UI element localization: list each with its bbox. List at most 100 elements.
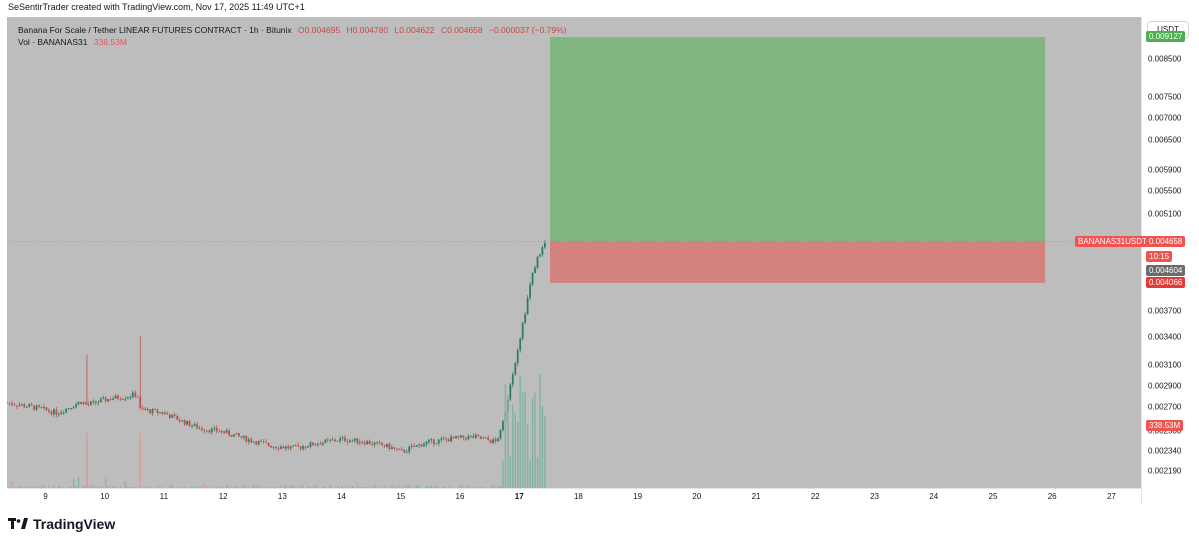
time-tick-label: 26 [1047, 492, 1057, 501]
volume-bar [243, 485, 245, 488]
volume-bar [245, 485, 248, 488]
volume-bar [344, 486, 346, 488]
volume-bar [447, 485, 450, 488]
ohlc-close: C0.004658 [441, 25, 483, 35]
volume-bar [171, 485, 174, 488]
volume-bar [349, 487, 351, 488]
volume-bar [401, 486, 403, 488]
time-tick-label: 18 [573, 492, 583, 501]
candle-body [477, 435, 480, 437]
candle-body [159, 412, 161, 413]
volume-bar [45, 487, 48, 488]
volume-bar [129, 486, 132, 488]
candle-body [386, 443, 388, 447]
candle-body [193, 424, 196, 426]
ohlc-low: L0.004622 [394, 25, 435, 35]
candle-body [410, 445, 413, 447]
candle-body [45, 407, 48, 411]
candle-body [92, 400, 95, 402]
candle-body [469, 435, 472, 437]
price-tick-label: 0.008500 [1148, 54, 1182, 64]
candle-body [218, 431, 221, 433]
volume-bar [512, 404, 514, 488]
volume-bar [383, 485, 386, 488]
volume-bar [435, 485, 438, 488]
volume-bar [502, 460, 504, 488]
candle-body [119, 398, 122, 400]
ohlc-high: H0.004780 [346, 25, 389, 35]
chart-plot-area[interactable]: Banana For Scale / Tether LINEAR FUTURES… [7, 17, 1141, 488]
candle-body [52, 409, 55, 415]
candle-body [351, 440, 354, 442]
volume-bar [137, 486, 139, 488]
volume-bar [235, 486, 238, 488]
volume-bar [544, 415, 546, 488]
volume-bar [275, 486, 277, 488]
candle-body [198, 428, 201, 430]
candle-body [534, 267, 536, 274]
volume-bar [314, 485, 317, 488]
volume-bar [494, 485, 497, 488]
volume-bar [267, 487, 270, 488]
volume-bar [176, 486, 178, 488]
candle-body [368, 441, 371, 445]
candle-body [176, 415, 179, 421]
volume-bar [292, 485, 294, 488]
volume-bar [18, 486, 21, 488]
tradingview-logo-icon [8, 518, 28, 529]
volume-bar [198, 486, 201, 488]
candle-body [85, 402, 87, 405]
candle-body [235, 433, 238, 435]
volume-bar [228, 485, 230, 488]
candle-body [289, 446, 292, 449]
volume-bar [220, 486, 223, 488]
volume-bar [142, 486, 144, 488]
candle-body [196, 424, 198, 429]
volume-bar [191, 486, 193, 488]
volume-bar [206, 487, 208, 488]
volume-bar [218, 486, 220, 488]
candle-body [455, 436, 457, 439]
volume-bar [134, 487, 137, 488]
candle-body [238, 433, 240, 437]
candle-body [161, 412, 164, 414]
volume-bar [58, 485, 60, 488]
time-axis[interactable]: 9 10 11 12 13 14 15 16 17 18 19 20 21 22 23 24 25 26 27 [7, 488, 1141, 506]
candle-body [462, 435, 465, 438]
candle-body [363, 442, 366, 445]
candle-body [104, 397, 107, 402]
candle-body [482, 438, 485, 439]
volume-bar [504, 384, 507, 488]
volume-bar [30, 486, 33, 488]
price-tick-label: 0.005500 [1148, 186, 1182, 196]
symbol-description: Banana For Scale / Tether LINEAR FUTURES… [18, 25, 292, 35]
candle-body [321, 442, 324, 445]
volume-bar [425, 485, 428, 488]
volume-bar [280, 486, 282, 488]
volume-bar [104, 476, 107, 488]
candle-body [395, 448, 398, 450]
volume-bar [253, 485, 255, 488]
volume-bar [270, 486, 272, 488]
price-tick-label: 0.002700 [1148, 402, 1182, 412]
volume-spike [139, 433, 141, 488]
candle-body [134, 392, 137, 397]
time-tick-label: 9 [43, 492, 48, 501]
candle-body [292, 445, 295, 447]
volume-bar [114, 486, 117, 488]
volume-bar [428, 486, 430, 488]
candle-body [536, 256, 539, 268]
candle-body [141, 407, 144, 409]
candle-body [25, 406, 28, 408]
candle-body [87, 404, 90, 406]
volume-bar [144, 485, 146, 488]
volume-bar [341, 486, 344, 488]
price-chart [7, 37, 1141, 488]
candle-body [156, 409, 159, 413]
volume-bar [107, 486, 109, 488]
candle-body [262, 441, 265, 443]
candle-body [270, 445, 272, 448]
candle-body [408, 446, 411, 452]
price-tick-label: 0.005100 [1148, 209, 1182, 219]
candle-body [75, 404, 77, 408]
